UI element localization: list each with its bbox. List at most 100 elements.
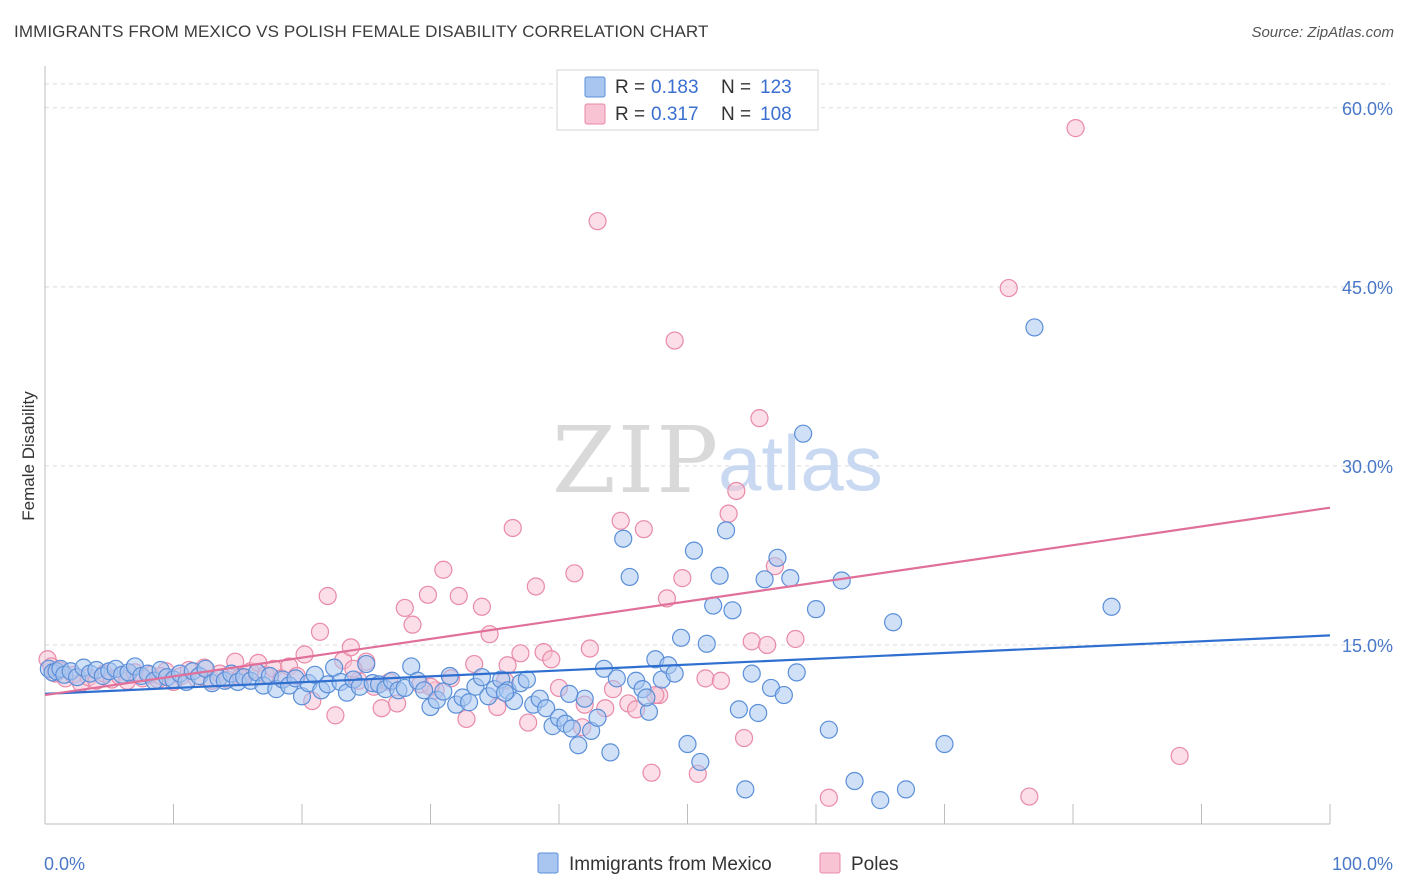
poles-point — [511, 644, 530, 663]
poles-point — [449, 586, 468, 606]
y-tick-label: 60.0% — [1342, 99, 1393, 119]
poles-trend-line — [44, 506, 1331, 697]
mexico-point — [845, 771, 864, 791]
mexico-point — [871, 791, 890, 810]
mexico-point — [1102, 597, 1121, 616]
mexico-point — [729, 700, 749, 719]
poles-point — [634, 520, 653, 539]
mexico-point — [736, 780, 755, 799]
poles-point — [341, 638, 360, 657]
mexico-point — [678, 734, 697, 754]
y-axis-label: Female Disability — [19, 391, 38, 521]
poles-point — [503, 518, 522, 538]
mexico-point — [671, 628, 691, 647]
mexico-point — [697, 634, 716, 653]
mexico-point — [691, 752, 710, 772]
mexico-point — [434, 682, 453, 701]
legend-n-label-2: N = — [721, 104, 751, 125]
poles-point — [696, 669, 715, 688]
legend-r-label-1: R = — [615, 77, 645, 98]
poles-point — [1170, 746, 1189, 766]
y-tick-labels: 15.0% 30.0% 45.0% 60.0% — [1342, 99, 1393, 656]
legend-swatch-pink — [584, 103, 606, 125]
x-tick-labels: 0.0% 100.0% — [44, 854, 1393, 874]
mexico-point — [560, 684, 579, 703]
poles-point — [999, 278, 1018, 298]
series-swatch-mexico — [537, 852, 559, 874]
mexico-point — [607, 669, 626, 688]
legend-r-label-2: R = — [615, 104, 645, 125]
mexico-point — [588, 708, 607, 727]
poles-point — [1020, 787, 1039, 806]
poles-point — [480, 625, 499, 644]
correlation-legend: R = 0.183 N = 123 R = 0.317 N = 108 — [556, 69, 819, 131]
poles-point — [295, 645, 314, 664]
poles-point — [588, 212, 607, 231]
poles-point — [372, 699, 391, 718]
poles-point — [472, 597, 491, 616]
poles-point — [519, 713, 538, 732]
poles-point — [742, 632, 761, 651]
mexico-point — [575, 689, 594, 708]
poles-point — [434, 560, 453, 579]
mexico-point — [787, 663, 806, 682]
mexico-point — [806, 600, 826, 619]
poles-point — [580, 639, 599, 658]
legend-r-value-1: 0.183 — [651, 77, 699, 98]
poles-point — [418, 585, 438, 604]
poles-point — [310, 622, 330, 641]
poles-point — [642, 763, 661, 782]
mexico-point — [305, 665, 324, 684]
mexico-point — [601, 743, 620, 762]
mexico-point — [472, 668, 491, 687]
mexico-point — [537, 699, 556, 718]
poles-point — [786, 629, 805, 649]
mexico-point — [723, 601, 742, 620]
poles-point — [758, 635, 777, 655]
legend-n-value-2: 108 — [760, 104, 792, 125]
mexico-point — [637, 688, 656, 707]
legend-n-label-1: N = — [721, 77, 751, 98]
poles-point — [318, 586, 337, 606]
mexico-point — [710, 566, 729, 585]
poles-point — [819, 788, 838, 807]
mexico-point — [781, 569, 800, 588]
axes — [44, 66, 1331, 825]
mexico-point — [716, 521, 736, 540]
mexico-point — [896, 780, 916, 799]
poles-point — [1066, 119, 1085, 138]
mexico-point — [883, 613, 903, 632]
poles-point — [750, 409, 769, 428]
source-credit: Source: ZipAtlas.com — [1251, 24, 1394, 41]
poles-point — [542, 650, 561, 669]
y-tick-label: 45.0% — [1342, 278, 1393, 298]
mexico-points — [39, 318, 1121, 810]
poles-point — [711, 671, 731, 690]
mexico-point — [569, 736, 588, 755]
mexico-point — [684, 541, 704, 560]
legend-swatch-blue — [584, 76, 606, 98]
series-swatch-poles — [819, 852, 841, 874]
poles-point — [326, 706, 345, 725]
mexico-point — [1025, 318, 1044, 337]
poles-point — [727, 481, 746, 501]
chart-title: IMMIGRANTS FROM MEXICO VS POLISH FEMALE … — [14, 22, 709, 41]
mexico-point — [768, 548, 787, 567]
mexico-point — [614, 529, 633, 548]
poles-point — [657, 589, 677, 608]
legend-r-value-2: 0.317 — [651, 104, 699, 125]
mexico-point — [620, 567, 639, 587]
x-tick-label-max: 100.0% — [1332, 854, 1393, 874]
y-tick-label: 30.0% — [1342, 457, 1393, 477]
mexico-trend-line — [44, 634, 1331, 695]
mexico-point — [665, 664, 684, 683]
mexico-point — [459, 693, 479, 712]
poles-point — [734, 728, 754, 748]
series-legend: Immigrants from Mexico Poles — [537, 852, 899, 875]
mexico-point — [495, 683, 515, 702]
mexico-point — [562, 719, 581, 738]
poles-point — [611, 511, 630, 530]
poles-point — [457, 709, 476, 729]
poles-point — [665, 331, 684, 350]
mexico-point — [517, 670, 536, 689]
